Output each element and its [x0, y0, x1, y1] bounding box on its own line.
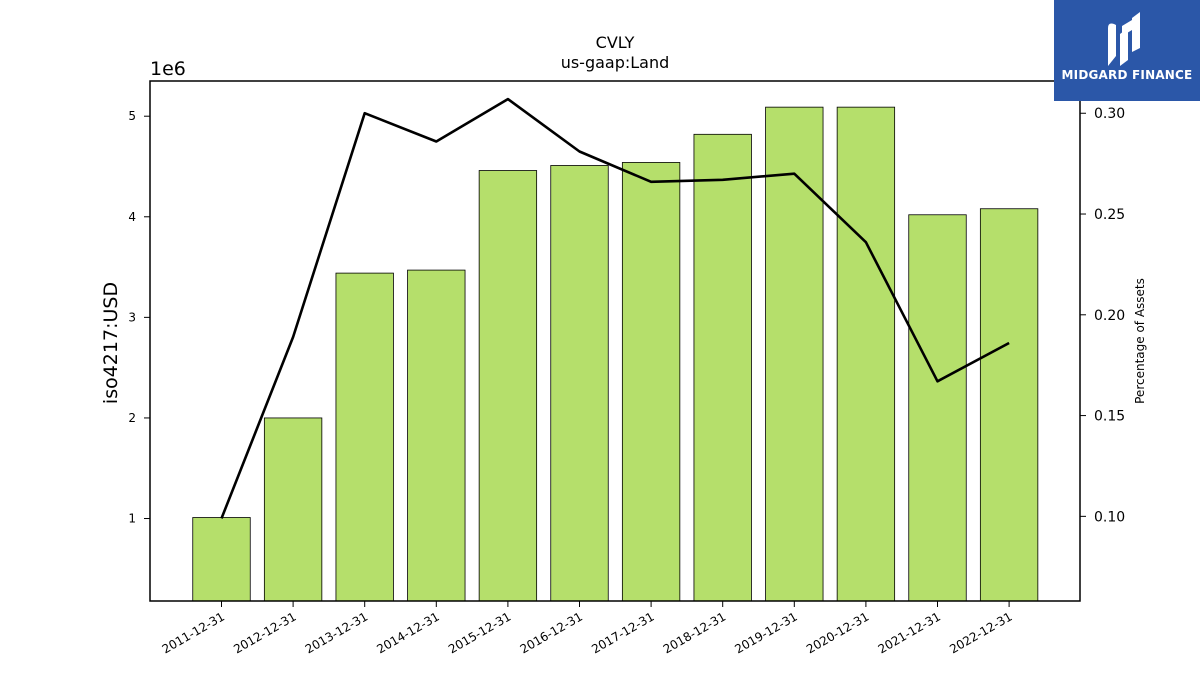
x-tick-label: 2021-12-31 — [876, 609, 943, 656]
logo-text: MIDGARD FINANCE — [1061, 68, 1193, 82]
bar — [908, 214, 967, 602]
midgard-finance-logo: MIDGARD FINANCE — [1054, 0, 1200, 101]
y-tick-label: 1 — [128, 512, 136, 526]
x-tick-label: 2013-12-31 — [303, 609, 370, 656]
bar — [335, 272, 394, 602]
y2-tick-label: 0.15 — [1094, 409, 1125, 425]
bar — [478, 170, 538, 602]
chart-title: CVLY — [596, 33, 635, 52]
x-tick-label: 2017-12-31 — [589, 609, 656, 656]
x-tick-label: 2022-12-31 — [947, 609, 1014, 656]
y2-tick-label: 0.20 — [1094, 308, 1125, 324]
y-tick-label: 3 — [128, 310, 136, 324]
x-tick-label: 2016-12-31 — [518, 609, 585, 656]
x-tick-label: 2019-12-31 — [732, 609, 799, 656]
y-tick-label: 5 — [128, 109, 136, 123]
y-offset-label: 1e6 — [150, 58, 186, 80]
x-tick-label: 2015-12-31 — [446, 609, 513, 656]
y2-tick-label: 0.30 — [1094, 106, 1125, 122]
x-tick-label: 2018-12-31 — [661, 609, 728, 656]
percentage-line — [220, 97, 1010, 519]
y2-tick-label: 0.25 — [1094, 207, 1125, 223]
bar — [621, 162, 681, 602]
bar — [407, 269, 466, 602]
y-tick-label: 4 — [128, 210, 136, 224]
x-tick-label: 2011-12-31 — [160, 609, 227, 656]
y-tick-label: 2 — [128, 411, 136, 425]
x-tick-label: 2020-12-31 — [804, 609, 871, 656]
bar — [836, 106, 896, 602]
y-axis-label: iso4217:USD — [100, 282, 122, 404]
plot-frame — [149, 80, 1081, 602]
y2-axis-label: Percentage of Assets — [1133, 278, 1147, 404]
x-tick-label: 2014-12-31 — [374, 609, 441, 656]
bar — [693, 133, 752, 602]
chart-subtitle: us-gaap:Land — [561, 53, 670, 72]
bar — [263, 417, 323, 602]
bar — [550, 165, 609, 602]
bar — [765, 106, 824, 602]
bar — [979, 208, 1039, 602]
x-tick-label: 2012-12-31 — [231, 609, 298, 656]
bar — [192, 517, 251, 602]
y2-tick-label: 0.10 — [1094, 509, 1125, 525]
logo-mark-icon — [1108, 12, 1140, 66]
